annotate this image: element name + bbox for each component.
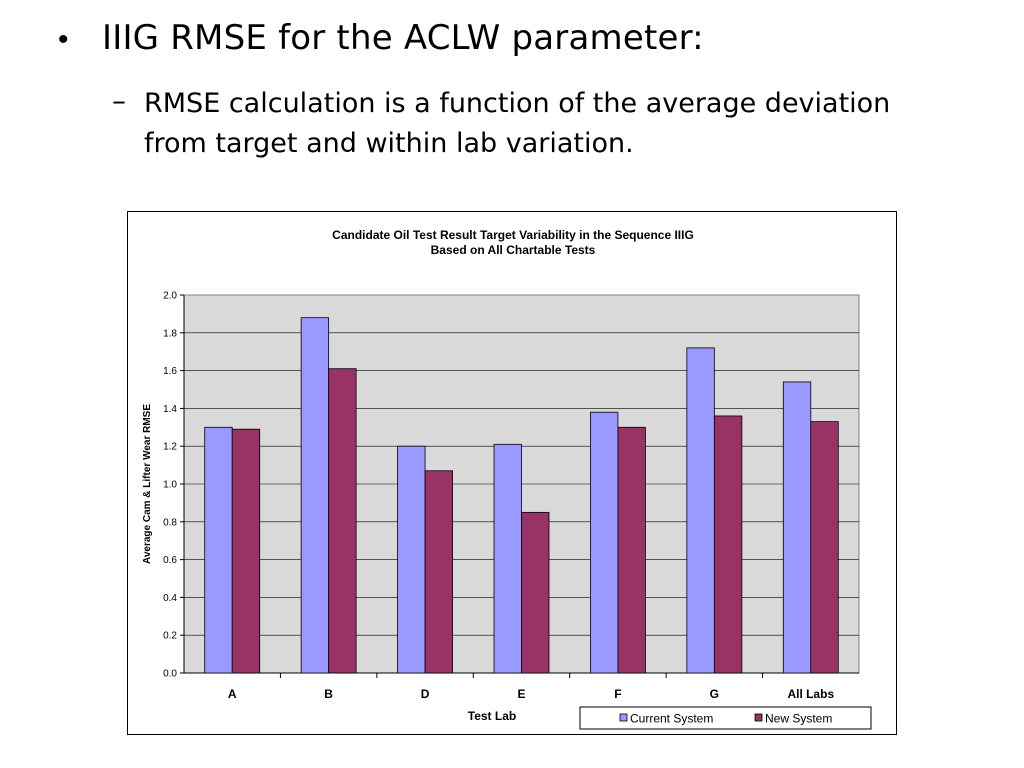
x-tick-label: F bbox=[614, 687, 621, 701]
bar-new-system bbox=[521, 511, 550, 674]
bar-new-system bbox=[810, 421, 839, 674]
y-axis-label: Average Cam & Lifter Wear RMSE bbox=[142, 404, 153, 564]
y-tick-label: 0.0 bbox=[163, 669, 177, 680]
y-tick-label: 1.4 bbox=[163, 404, 177, 415]
x-tick-label: D bbox=[421, 687, 430, 701]
x-tick-label: G bbox=[710, 687, 719, 701]
y-tick-label: 1.2 bbox=[163, 442, 177, 453]
x-axis-label: Test Lab bbox=[468, 709, 516, 723]
bar-current-system bbox=[782, 381, 812, 674]
bar-current-system bbox=[493, 443, 522, 674]
legend-swatch bbox=[619, 713, 628, 722]
bar-current-system bbox=[590, 411, 619, 674]
bar-current-system bbox=[397, 445, 426, 674]
bar-new-system bbox=[231, 428, 261, 674]
y-tick-label: 1.6 bbox=[163, 366, 177, 377]
chart-frame: Candidate Oil Test Result Target Variabi… bbox=[127, 211, 897, 735]
y-tick-label: 0.2 bbox=[163, 631, 177, 642]
y-tick-label: 1.0 bbox=[163, 480, 177, 491]
legend-swatch bbox=[754, 713, 763, 722]
x-tick-label: A bbox=[228, 687, 237, 701]
chart-title: Candidate Oil Test Result Target Variabi… bbox=[332, 228, 694, 242]
x-tick-label: E bbox=[517, 687, 525, 701]
sub-bullet-text: RMSE calculation is a function of the av… bbox=[144, 88, 891, 159]
sub-bullet-row: – RMSE calculation is a function of the … bbox=[112, 84, 924, 164]
bullet-symbol: • bbox=[58, 23, 69, 56]
bar-new-system bbox=[713, 415, 743, 674]
bar-current-system bbox=[300, 317, 330, 674]
y-tick-label: 2.0 bbox=[163, 291, 177, 302]
bar-current-system bbox=[686, 347, 715, 674]
x-tick-label: B bbox=[324, 687, 333, 701]
chart-subtitle: Based on All Chartable Tests bbox=[431, 243, 596, 257]
legend-label: New System bbox=[765, 712, 832, 726]
legend-label: Current System bbox=[630, 712, 713, 726]
legend-box bbox=[579, 706, 872, 730]
y-tick-label: 0.6 bbox=[163, 555, 177, 566]
y-tick-label: 0.8 bbox=[163, 517, 177, 528]
bullet-heading: IIIG RMSE for the ACLW parameter: bbox=[102, 18, 704, 58]
bullet-row: • IIIG RMSE for the ACLW parameter: bbox=[58, 18, 704, 58]
x-tick-label: All Labs bbox=[787, 687, 834, 701]
bar-new-system bbox=[328, 368, 357, 674]
bar-current-system bbox=[204, 426, 233, 674]
bar-chart: Candidate Oil Test Result Target Variabi… bbox=[142, 228, 872, 730]
bar-new-system bbox=[617, 426, 646, 674]
sub-bullet-symbol: – bbox=[112, 84, 126, 117]
bar-new-system bbox=[424, 470, 453, 674]
y-tick-label: 1.8 bbox=[163, 328, 177, 339]
y-tick-label: 0.4 bbox=[163, 593, 177, 604]
